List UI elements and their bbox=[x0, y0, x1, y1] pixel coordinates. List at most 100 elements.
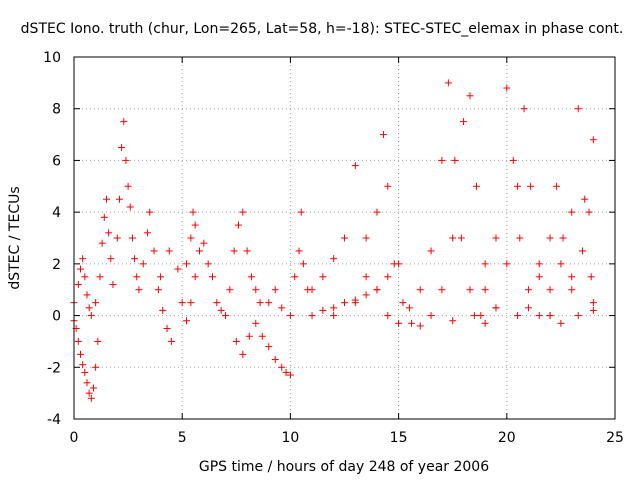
data-point bbox=[256, 299, 264, 307]
data-point bbox=[165, 247, 173, 255]
y-tick-label: -2 bbox=[47, 360, 61, 376]
data-point bbox=[589, 306, 597, 314]
data-point bbox=[187, 299, 195, 307]
data-point bbox=[587, 273, 595, 281]
data-point bbox=[221, 312, 229, 320]
data-point bbox=[85, 389, 93, 397]
data-point bbox=[178, 299, 186, 307]
data-point bbox=[144, 229, 152, 237]
data-point bbox=[557, 319, 565, 327]
data-point bbox=[585, 208, 593, 216]
data-point bbox=[546, 312, 554, 320]
data-point bbox=[524, 304, 532, 312]
data-point bbox=[128, 234, 136, 242]
data-point bbox=[520, 105, 528, 113]
data-point bbox=[553, 182, 561, 190]
data-point bbox=[196, 247, 204, 255]
data-point bbox=[265, 299, 273, 307]
data-point bbox=[449, 317, 457, 325]
data-point bbox=[460, 118, 468, 126]
data-point bbox=[278, 304, 286, 312]
data-point bbox=[330, 304, 338, 312]
data-point bbox=[87, 394, 95, 402]
axis-ticks: 0 5 10 15 20 25 -4 -2 0 2 4 6 8 10 bbox=[43, 50, 624, 446]
x-tick-label: 5 bbox=[178, 430, 187, 446]
data-point bbox=[477, 312, 485, 320]
data-point bbox=[390, 260, 398, 268]
data-point bbox=[133, 273, 141, 281]
data-point bbox=[252, 319, 260, 327]
data-point bbox=[191, 221, 199, 229]
data-point bbox=[89, 384, 97, 392]
data-point bbox=[330, 312, 338, 320]
data-point bbox=[579, 247, 587, 255]
data-point bbox=[509, 156, 517, 164]
data-point bbox=[384, 273, 392, 281]
data-point bbox=[362, 234, 370, 242]
data-point bbox=[568, 208, 576, 216]
data-point bbox=[297, 208, 305, 216]
data-point bbox=[187, 234, 195, 242]
y-axis-label: dSTEC / TECUs bbox=[7, 186, 23, 289]
plot-frame bbox=[73, 56, 616, 420]
data-point bbox=[535, 273, 543, 281]
data-point bbox=[492, 304, 500, 312]
data-point bbox=[159, 306, 167, 314]
data-point bbox=[286, 371, 294, 379]
data-point bbox=[557, 260, 565, 268]
data-point bbox=[139, 260, 147, 268]
y-tick-label: -4 bbox=[47, 412, 61, 428]
data-point bbox=[319, 306, 327, 314]
data-point bbox=[514, 182, 522, 190]
data-point bbox=[92, 299, 100, 307]
data-point bbox=[98, 239, 106, 247]
data-point bbox=[79, 361, 87, 369]
data-point bbox=[395, 319, 403, 327]
data-point bbox=[213, 299, 221, 307]
data-point bbox=[341, 234, 348, 242]
data-point bbox=[373, 286, 381, 294]
data-point bbox=[135, 286, 143, 294]
data-point bbox=[81, 368, 89, 376]
data-point bbox=[167, 337, 175, 345]
data-point bbox=[115, 195, 123, 203]
data-point bbox=[535, 312, 543, 320]
data-point bbox=[83, 291, 91, 299]
data-point bbox=[581, 195, 589, 203]
data-point bbox=[271, 356, 279, 364]
data-point bbox=[319, 273, 327, 281]
chart-title: dSTEC Iono. truth (chur, Lon=265, Lat=58… bbox=[21, 21, 624, 37]
data-point bbox=[245, 332, 253, 340]
data-point bbox=[438, 156, 446, 164]
data-point bbox=[81, 273, 89, 281]
data-point bbox=[444, 79, 452, 87]
data-point bbox=[416, 322, 424, 330]
data-point bbox=[408, 319, 416, 327]
data-point bbox=[379, 131, 387, 139]
data-point bbox=[120, 118, 128, 126]
data-point bbox=[295, 247, 303, 255]
data-point bbox=[451, 156, 459, 164]
data-point bbox=[76, 350, 84, 358]
data-point bbox=[74, 337, 82, 345]
y-tick-label: 6 bbox=[52, 153, 61, 169]
data-point bbox=[546, 286, 554, 294]
data-point bbox=[157, 273, 165, 281]
data-point bbox=[226, 286, 234, 294]
data-point bbox=[183, 317, 191, 325]
data-point bbox=[438, 286, 446, 294]
data-point bbox=[189, 208, 197, 216]
data-point bbox=[514, 312, 522, 320]
data-point bbox=[122, 156, 130, 164]
data-point bbox=[94, 337, 102, 345]
data-point bbox=[362, 291, 370, 299]
data-point bbox=[568, 286, 576, 294]
data-point bbox=[230, 247, 238, 255]
data-point bbox=[109, 281, 117, 289]
data-point bbox=[150, 247, 158, 255]
x-tick-label: 20 bbox=[498, 430, 516, 446]
data-point bbox=[470, 312, 478, 320]
data-point bbox=[481, 260, 489, 268]
data-point bbox=[589, 299, 597, 307]
data-point bbox=[457, 234, 465, 242]
